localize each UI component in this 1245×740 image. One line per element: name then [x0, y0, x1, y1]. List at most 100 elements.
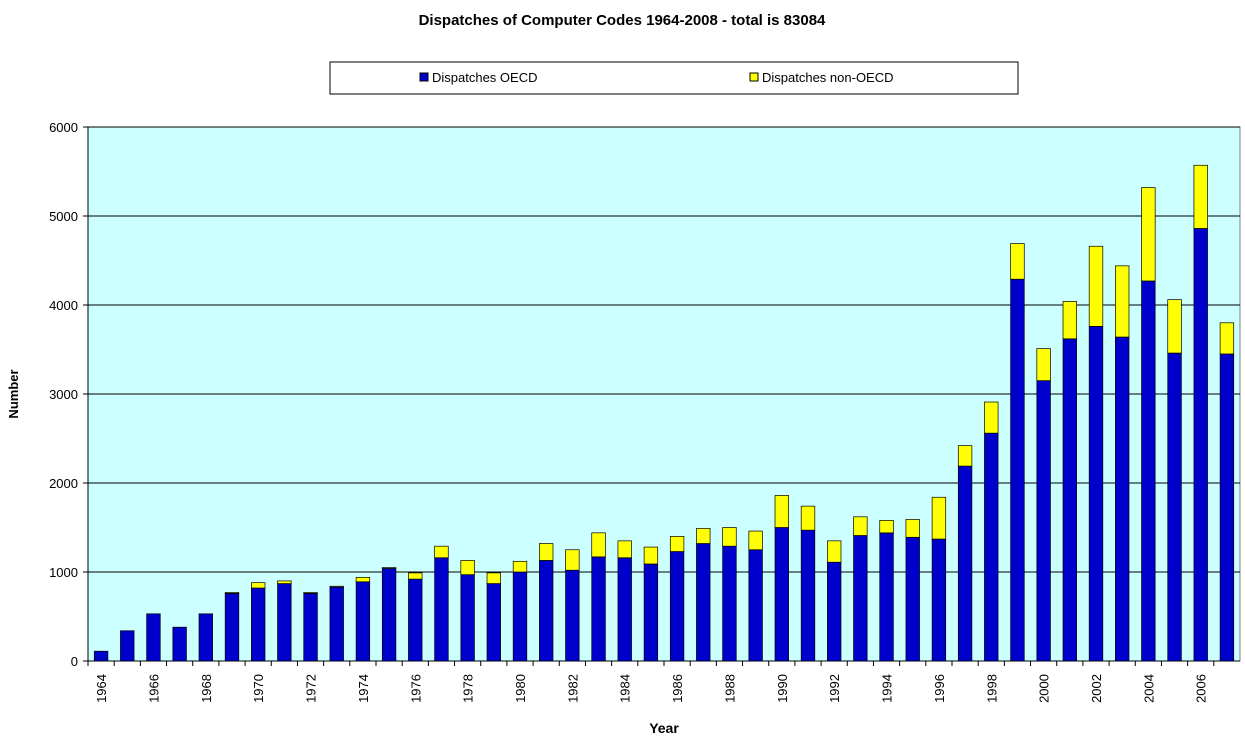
bar-segment	[460, 574, 475, 662]
x-tick-label: 1982	[565, 674, 580, 703]
bar-segment	[460, 560, 475, 576]
legend-label: Dispatches non-OECD	[762, 70, 894, 85]
x-tick-label: 2004	[1141, 674, 1156, 703]
x-tick-label: 1972	[304, 674, 319, 703]
bar-segment	[1088, 326, 1104, 662]
bar-segment	[696, 543, 711, 662]
bar-segment	[696, 528, 711, 544]
bar-segment	[539, 560, 554, 662]
x-tick-label: 1984	[618, 674, 633, 703]
bar-segment	[617, 557, 632, 662]
bar-segment	[1088, 245, 1104, 327]
bar-segment	[984, 432, 999, 662]
legend-swatch	[419, 72, 429, 82]
bar-segment	[957, 445, 973, 467]
x-tick-label: 1994	[880, 674, 895, 703]
bar-segment	[303, 593, 318, 662]
bar-segment	[146, 613, 161, 662]
bar-segment	[774, 527, 789, 662]
x-tick-label: 1988	[722, 674, 737, 703]
bar-segment	[355, 576, 371, 583]
bar-segment	[277, 580, 292, 584]
bar-segment	[93, 650, 109, 662]
bar-segment	[853, 516, 868, 536]
x-tick-label: 1990	[775, 674, 790, 703]
legend-box	[329, 61, 1019, 95]
bar-segment	[1219, 322, 1235, 355]
bar-segment	[591, 532, 606, 558]
bar-segment	[879, 532, 894, 662]
bar-segment	[800, 529, 816, 662]
bar-segment	[251, 587, 266, 662]
bar-segment	[800, 505, 816, 531]
bar-segment	[1036, 380, 1051, 662]
bar-segment	[643, 546, 659, 565]
x-tick-label: 2006	[1194, 674, 1209, 703]
bar-segment	[120, 630, 135, 662]
x-tick-label: 1970	[251, 674, 266, 703]
bar-segment	[224, 593, 240, 662]
bar-segment	[774, 495, 789, 528]
bar-segment	[1219, 353, 1235, 662]
x-tick-label: 1966	[146, 674, 161, 703]
bar-segment	[1141, 280, 1156, 662]
y-tick-label: 5000	[49, 209, 78, 224]
bar-segment	[1010, 278, 1025, 662]
bar-segment	[827, 561, 842, 662]
bar-segment	[251, 582, 266, 589]
bar-segment	[643, 563, 659, 662]
x-tick-label: 1998	[984, 674, 999, 703]
bar-segment	[565, 569, 580, 662]
y-tick-label: 0	[71, 654, 78, 669]
bar-segment	[1167, 299, 1182, 354]
bar-segment	[486, 572, 501, 584]
x-tick-label: 1976	[408, 674, 423, 703]
bar-segment	[957, 465, 973, 662]
bar-segment	[931, 496, 947, 540]
x-tick-label: 1964	[94, 674, 109, 703]
x-tick-label: 1986	[670, 674, 685, 703]
bar-segment	[198, 613, 213, 662]
bar-segment	[486, 583, 501, 662]
bar-segment	[565, 549, 580, 571]
bar-segment	[1115, 336, 1130, 662]
legend-label: Dispatches OECD	[432, 70, 537, 85]
bar-segment	[1062, 338, 1077, 662]
bar-segment	[722, 545, 737, 662]
x-tick-label: 2002	[1089, 674, 1104, 703]
bar-segment	[434, 545, 449, 559]
bar-segment	[539, 543, 554, 561]
bar-segment	[669, 536, 685, 552]
bar-segment	[512, 571, 528, 662]
bar-segment	[355, 581, 371, 662]
bar-segment	[827, 540, 842, 563]
bar-segment	[905, 519, 920, 538]
bar-segment	[591, 556, 606, 662]
bar-segment	[1010, 243, 1025, 280]
bar-segment	[1167, 352, 1182, 662]
bar-segment	[669, 551, 685, 662]
y-tick-label: 3000	[49, 387, 78, 402]
y-axis-label: Number	[6, 369, 21, 418]
bar-segment	[748, 530, 763, 551]
bar-segment	[329, 586, 344, 662]
bar-segment	[303, 592, 318, 594]
bar-segment	[1062, 301, 1077, 340]
y-tick-label: 6000	[49, 120, 78, 135]
bar-segment	[277, 583, 292, 662]
x-tick-label: 1974	[356, 674, 371, 703]
bar-segment	[329, 585, 344, 588]
bar-segment	[1115, 265, 1130, 338]
y-tick-label: 4000	[49, 298, 78, 313]
bar-segment	[1193, 228, 1208, 662]
y-tick-label: 2000	[49, 476, 78, 491]
bar-segment	[1193, 164, 1208, 229]
bar-segment	[224, 592, 240, 594]
bar-segment	[408, 572, 423, 580]
bar-segment	[617, 540, 632, 559]
bar-segment	[172, 626, 187, 662]
x-tick-label: 1978	[461, 674, 476, 703]
bar-segment	[853, 535, 868, 662]
bar-segment	[512, 560, 528, 573]
chart-title: Dispatches of Computer Codes 1964-2008 -…	[419, 12, 826, 29]
